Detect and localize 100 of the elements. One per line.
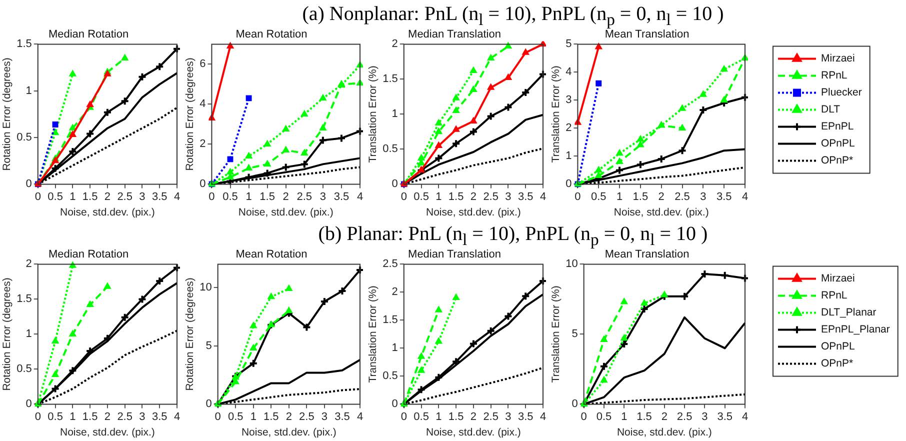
x-tick-label: 4 <box>742 410 748 423</box>
x-tick-label: 0.5 <box>596 410 612 423</box>
x-tick-label: 2.5 <box>674 190 690 203</box>
x-tick-label: 2 <box>470 190 477 203</box>
y-tick-label: 4 <box>200 98 206 110</box>
x-tick-label: 2.5 <box>296 190 312 203</box>
y-tick-label: 0 <box>26 398 32 410</box>
figure-heading: (b) Planar: PnL (n$_{l}$ = 10), PnPL (n$_{p}$ = 0, n$_{l}$ = 10 ) <box>317 222 709 248</box>
x-tick-label: 4 <box>356 410 364 423</box>
x-tick-label: 2 <box>282 190 289 203</box>
legend-label: OPnPL <box>821 138 856 150</box>
legend-label: Mirzaei <box>821 52 855 65</box>
x-tick-label: 3 <box>139 190 146 203</box>
x-tick-label: 0.5 <box>590 190 606 203</box>
y-tick-label: 2 <box>566 122 572 134</box>
legend-label: OPnP* <box>821 358 854 370</box>
x-tick-label: 4 <box>540 190 546 203</box>
y-tick-label: 6 <box>200 58 206 70</box>
x-tick-label: 1 <box>250 410 256 423</box>
x-tick-label: 2 <box>658 190 664 203</box>
x-axis-title: Noise, std.dev. (pix.) <box>60 426 155 439</box>
x-axis-title: Noise, std.dev. (pix.) <box>60 206 155 219</box>
y-axis-title: Rotation Error (degrees) <box>1 58 14 171</box>
x-tick-label: 0 <box>400 410 407 423</box>
chart-title: Mean Rotation <box>236 248 308 261</box>
x-tick-label: 2 <box>104 410 111 423</box>
x-tick-label: 1 <box>70 410 76 423</box>
x-tick-label: 4 <box>742 190 748 203</box>
legend-label: OPnP* <box>821 154 854 167</box>
y-tick-label: 1.5 <box>16 293 32 306</box>
legend-label: OPnPL <box>821 340 856 353</box>
x-tick-label: 2.5 <box>676 410 692 423</box>
y-tick-label: 0 <box>26 178 32 190</box>
x-tick-label: 3 <box>702 410 708 423</box>
y-tick-label: 2.5 <box>382 258 398 270</box>
y-tick-label: 0.5 <box>382 143 398 156</box>
x-tick-label: 3.5 <box>717 410 733 423</box>
x-tick-label: 0 <box>34 190 41 203</box>
x-tick-label: 1 <box>621 410 628 423</box>
y-tick-label: 1 <box>392 342 398 354</box>
chart-title: Median Rotation <box>48 248 129 261</box>
x-tick-label: 1.5 <box>260 190 275 203</box>
x-tick-label: 0.5 <box>228 410 244 423</box>
x-tick-label: 0 <box>214 410 221 423</box>
legend-label: EPnPL <box>821 120 854 133</box>
x-axis-title: Noise, std.dev. (pix.) <box>426 426 521 439</box>
x-tick-label: 3.5 <box>334 190 350 203</box>
y-axis-title: Translation Error (%) <box>550 66 562 163</box>
x-tick-label: 2 <box>661 410 668 423</box>
x-tick-label: 0.5 <box>48 410 63 423</box>
legend-label: Pluecker <box>821 86 862 99</box>
y-tick-label: 0 <box>572 398 578 410</box>
y-tick-label: 2 <box>392 286 398 298</box>
y-tick-label: 2 <box>392 38 398 50</box>
x-tick-label: 1.5 <box>82 190 98 203</box>
y-axis-title: Rotation Error (degrees) <box>1 278 14 391</box>
x-tick-label: 1.5 <box>636 410 652 423</box>
x-tick-label: 1.5 <box>448 410 464 423</box>
x-tick-label: 4 <box>540 410 546 423</box>
x-tick-label: 2.5 <box>299 410 314 423</box>
x-tick-label: 3.5 <box>334 410 350 423</box>
x-tick-label: 1.5 <box>632 190 648 203</box>
y-axis-title: Translation Error (%) <box>550 286 562 383</box>
y-tick-label: 1.5 <box>16 38 32 50</box>
y-tick-label: 0.5 <box>382 370 398 382</box>
y-tick-label: 10 <box>566 258 578 270</box>
legend-label: Mirzaei <box>821 272 855 285</box>
legend-label: RPnL <box>821 70 848 82</box>
y-tick-label: 5 <box>572 328 578 340</box>
chart-title: Mean Rotation <box>236 28 308 41</box>
y-tick-label: 1 <box>566 150 572 162</box>
y-axis-title: Rotation Error (degrees) <box>184 58 196 171</box>
y-tick-label: 0 <box>392 398 398 410</box>
y-tick-label: 4 <box>566 66 572 78</box>
y-tick-label: 2 <box>26 258 32 270</box>
x-tick-label: 4 <box>356 190 364 203</box>
x-tick-label: 2.5 <box>483 410 498 423</box>
x-tick-label: 3 <box>505 190 512 203</box>
y-tick-label: 0.5 <box>16 363 32 376</box>
y-tick-label: 1 <box>392 108 398 120</box>
chart-title: Median Rotation <box>48 28 129 41</box>
x-tick-label: 4 <box>174 410 180 423</box>
x-tick-label: 3 <box>321 410 328 423</box>
chart-title: Median Translation <box>408 28 501 41</box>
y-tick-label: 3 <box>566 94 572 106</box>
y-axis-title: Rotation Error (degrees) <box>184 278 196 391</box>
x-tick-label: 1.5 <box>264 410 279 423</box>
figure-heading: (a) Nonplanar: PnL (n$_{l}$ = 10), PnPL (n$_{p}$ = 0, n$_{l}$ = 10 ) <box>301 2 725 28</box>
x-tick-label: 3.5 <box>152 410 168 423</box>
y-tick-label: 10 <box>200 282 212 294</box>
legend-label: EPnPL_Planar <box>821 324 890 336</box>
x-axis-title: Noise, std.dev. (pix.) <box>241 426 336 439</box>
x-tick-label: 2 <box>470 410 477 423</box>
x-axis-title: Noise, std.dev. (pix.) <box>614 206 709 219</box>
chart-title: Median Translation <box>408 248 501 261</box>
x-tick-label: 0 <box>580 410 587 423</box>
y-tick-label: 5 <box>566 38 572 50</box>
x-tick-label: 0.5 <box>48 190 63 203</box>
y-axis-title: Translation Error (%) <box>367 286 380 383</box>
y-tick-label: 0 <box>566 178 572 190</box>
